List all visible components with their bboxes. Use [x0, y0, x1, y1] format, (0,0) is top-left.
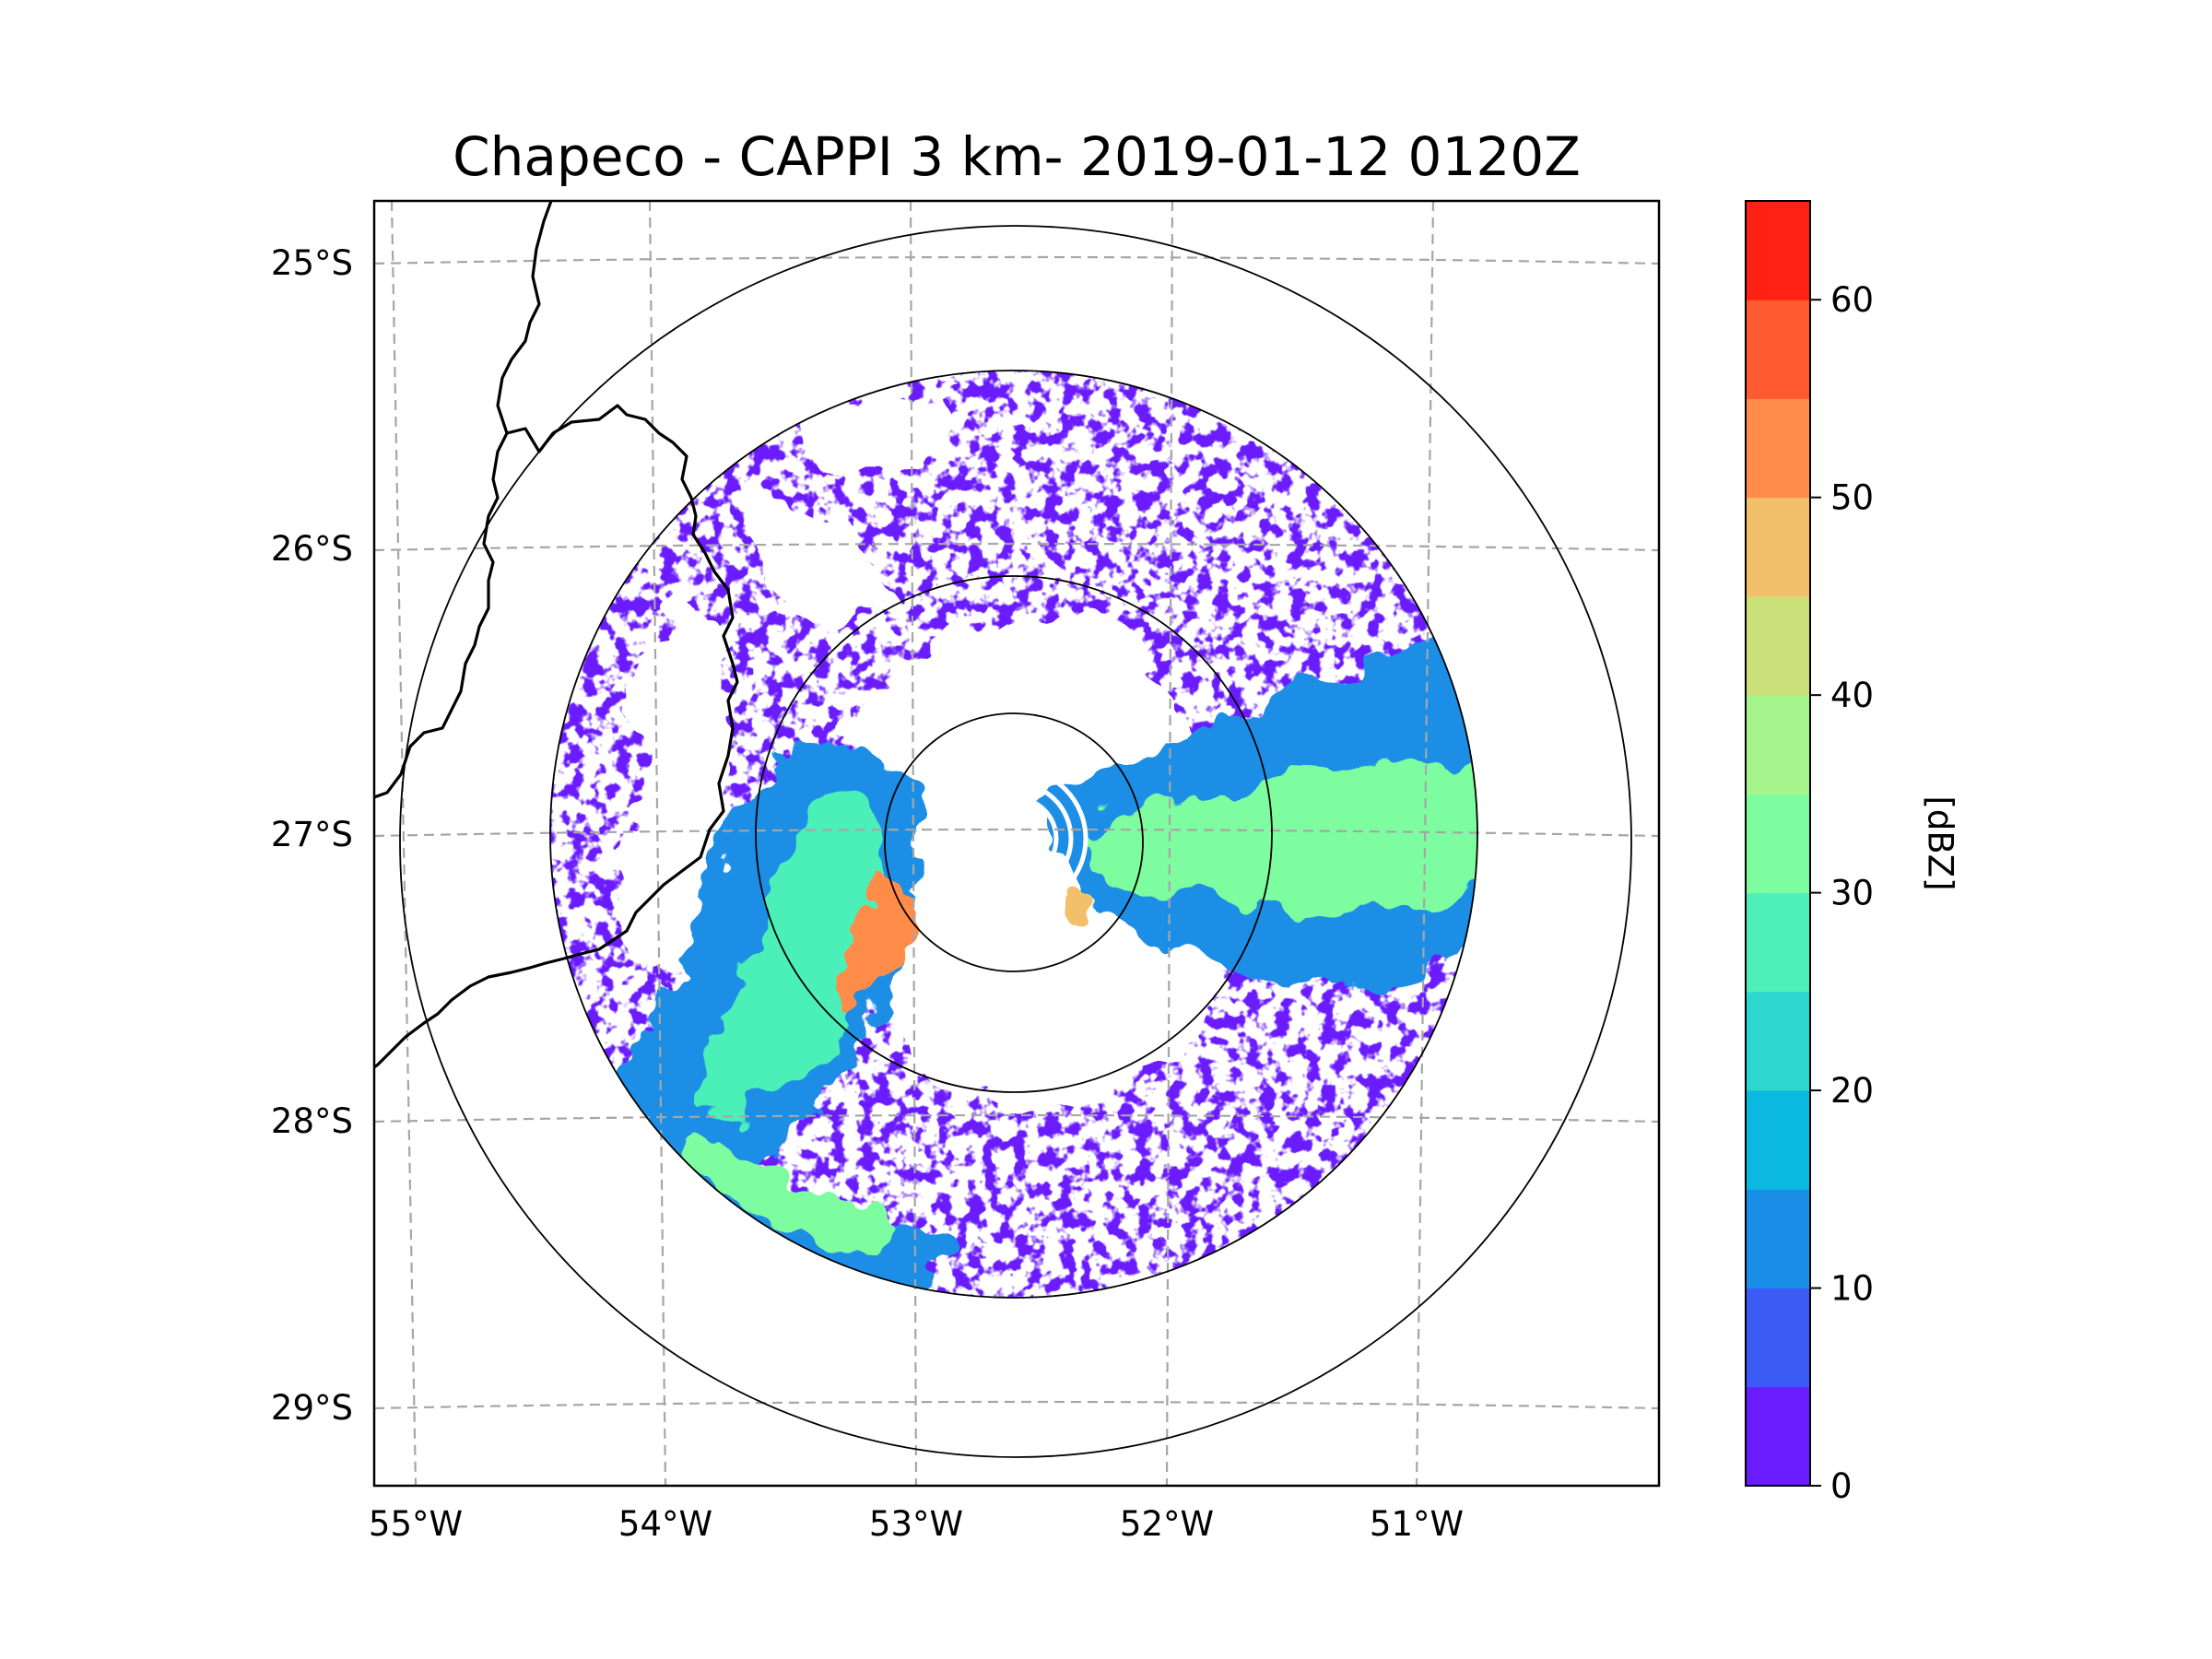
gridline-lon-55: [390, 201, 418, 1486]
colorbar-segment: [1746, 695, 1810, 794]
colorbar-tick-label: 10: [1830, 1269, 1874, 1309]
lat-label-25s: 25°S: [271, 243, 353, 283]
reflectivity-clear-zones: [614, 387, 1227, 1106]
lon-label-51w: 51°W: [1370, 1504, 1464, 1544]
range-ring-inner: [884, 712, 1144, 972]
border-paraguay-argentina-brazil: [374, 201, 553, 799]
gridline-lon-54: [648, 201, 667, 1486]
gridline-lat-26: [374, 542, 1659, 552]
colorbar-unit-label: [dBZ]: [1921, 795, 1960, 890]
lon-label-53w: 53°W: [869, 1504, 963, 1544]
colorbar-segment: [1746, 892, 1810, 993]
colorbar-segment: [1746, 398, 1810, 499]
range-ring-radar-limit: [549, 370, 1478, 1299]
colorbar-ticks: 0 10 20 30 40 50 60: [1810, 280, 1874, 1506]
colorbar-frame: [1745, 200, 1811, 1487]
colorbar-tick-label: 40: [1830, 676, 1874, 715]
lat-axis-labels: 25°S 26°S 27°S 28°S 29°S: [271, 243, 353, 1428]
map-panel: [372, 199, 1661, 1488]
chart-title: Chapeco - CAPPI 3 km- 2019-01-12 0120Z: [453, 125, 1581, 188]
clutter-rings: [943, 766, 1088, 912]
gridline-lat-27: [374, 828, 1659, 838]
gridline-lat-25: [374, 255, 1659, 265]
colorbar-segment: [1746, 1288, 1810, 1388]
lon-label-55w: 55°W: [369, 1504, 463, 1544]
range-rings: [399, 225, 1632, 1458]
reflectivity-field: [550, 371, 1477, 1298]
lon-label-54w: 54°W: [618, 1504, 712, 1544]
colorbar-segment: [1746, 201, 1810, 300]
colorbar-segment: [1746, 1189, 1810, 1289]
gridline-lat-29: [374, 1400, 1659, 1410]
colorbar-segments: [1746, 201, 1810, 1487]
colorbar-segment: [1746, 794, 1810, 894]
colorbar-tick-label: 50: [1830, 478, 1874, 518]
colorbar-segment: [1746, 991, 1810, 1091]
lat-label-26s: 26°S: [271, 529, 353, 569]
colorbar-segment: [1746, 497, 1810, 597]
lat-label-29s: 29°S: [271, 1388, 353, 1428]
gridline-lat-28: [374, 1113, 1659, 1124]
lat-label-27s: 27°S: [271, 815, 353, 854]
gridline-lon-51: [1415, 201, 1435, 1486]
colorbar-tick-label: 20: [1830, 1071, 1874, 1111]
colorbar-tick-label: 30: [1830, 874, 1874, 913]
colorbar-segment: [1746, 1386, 1810, 1487]
gridline-lon-53: [909, 201, 918, 1486]
colorbar-segment: [1746, 1090, 1810, 1190]
colorbar-segment: [1746, 300, 1810, 399]
map-content: [374, 201, 1659, 1486]
range-ring-outer: [399, 225, 1632, 1458]
colorbar-tick-label: 60: [1830, 280, 1874, 320]
colorbar-segment: [1746, 595, 1810, 696]
colorbar: 0 10 20 30 40 50 60 [dBZ]: [1745, 200, 1960, 1506]
colorbar-tick-label: 0: [1830, 1466, 1853, 1506]
lat-label-28s: 28°S: [271, 1101, 353, 1141]
reflectivity-strong-echo: [691, 759, 1477, 1253]
border-misiones-argentina: [374, 404, 739, 1069]
map-frame: [372, 199, 1661, 1488]
reflectivity-core-echo: [838, 866, 1100, 1006]
lon-axis-labels: 55°W 54°W 53°W 52°W 51°W: [369, 1504, 1464, 1544]
lon-label-52w: 52°W: [1120, 1504, 1214, 1544]
range-ring-middle: [755, 575, 1273, 1093]
political-borders: [374, 201, 739, 1069]
